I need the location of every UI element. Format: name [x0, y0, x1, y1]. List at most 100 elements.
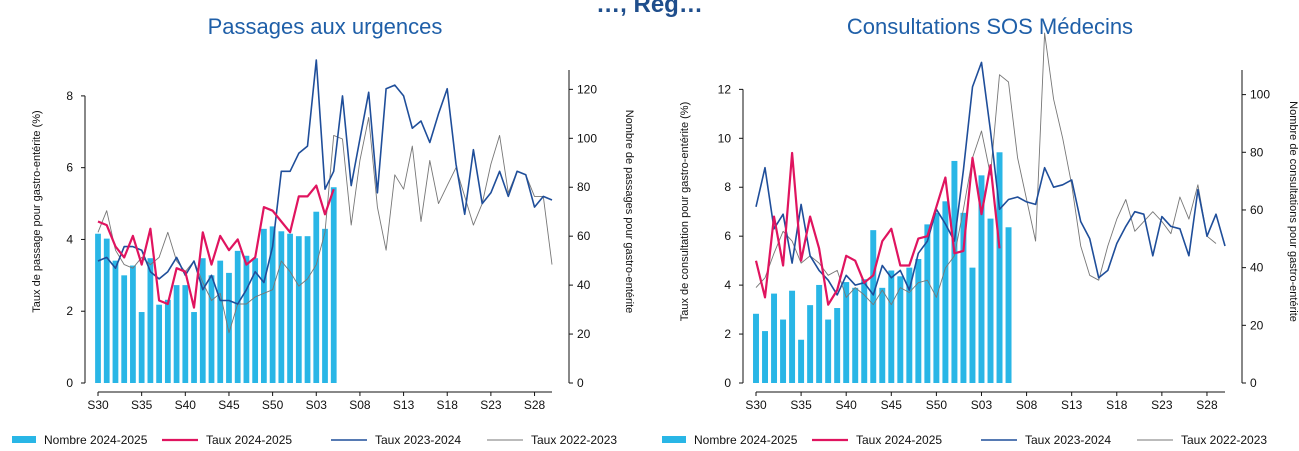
bar-nombre-2024-2025 [753, 313, 759, 383]
bar-nombre-2024-2025 [879, 287, 886, 383]
bar-nombre-2024-2025 [313, 211, 320, 383]
bar-nombre-2024-2025 [780, 319, 787, 383]
x-tick-label: S50 [262, 398, 284, 412]
bar-nombre-2024-2025 [843, 282, 850, 383]
x-tick-label: S28 [1196, 398, 1218, 412]
x-tick-label: S28 [524, 398, 546, 412]
bar-nombre-2024-2025 [208, 275, 215, 383]
y-tick-label-right: 60 [1250, 203, 1264, 217]
line-taux-2024-2025 [754, 151, 1001, 306]
line-taux-2023-2024 [755, 61, 1226, 296]
bar-nombre-2024-2025 [798, 339, 805, 383]
bar-nombre-2024-2025 [164, 299, 171, 383]
bar-nombre-2024-2025 [226, 272, 232, 383]
y-tick-label-right: 40 [1250, 261, 1264, 275]
chart-title-sos-medecins: Consultations SOS Médecins [846, 14, 1134, 39]
bar-nombre-2024-2025 [112, 260, 119, 383]
legend-label: Taux 2022-2023 [1181, 433, 1267, 447]
bar-nombre-2024-2025 [243, 255, 250, 383]
y-tick-label-right: 0 [577, 376, 584, 390]
y-tick-label-right: 20 [1250, 318, 1264, 332]
y-tick-label-left: 8 [66, 89, 73, 103]
bar-nombre-2024-2025 [996, 152, 1003, 383]
bar-nombre-2024-2025 [156, 304, 162, 383]
bar-nombre-2024-2025 [330, 187, 337, 383]
bar-nombre-2024-2025 [138, 312, 145, 383]
bar-nombre-2024-2025 [906, 267, 913, 383]
bar-nombre-2024-2025 [987, 218, 994, 383]
bar-nombre-2024-2025 [978, 175, 985, 383]
bar-nombre-2024-2025 [130, 265, 136, 383]
bar-nombre-2024-2025 [173, 285, 180, 383]
y-tick-label-right: 20 [577, 327, 591, 341]
chart-sos-medecins: 0 2 4 6 8 10 12 0 20 40 60 80 100 S30 S35 S40 S45 S50 S03 S… [662, 32, 1299, 447]
bar-nombre-2024-2025 [199, 258, 206, 383]
x-tick-label: S18 [1106, 398, 1128, 412]
x-tick-label: S23 [1151, 398, 1173, 412]
y-tick-label-right: 40 [577, 278, 591, 292]
x-tick-label: S35 [790, 398, 812, 412]
y-tick-label-right: 60 [577, 229, 591, 243]
bar-nombre-2024-2025 [261, 228, 267, 383]
x-tick-label: S45 [881, 398, 903, 412]
bar-nombre-2024-2025 [969, 267, 976, 383]
x-tick-label: S30 [745, 398, 767, 412]
bar-nombre-2024-2025 [217, 260, 224, 383]
bar-nombre-2024-2025 [147, 258, 154, 383]
x-tick-label: S03 [971, 398, 993, 412]
y-axis-title-right: Nombre de consultations pour gastro-enté… [1287, 101, 1299, 322]
bar-nombre-2024-2025 [269, 226, 276, 383]
bar-nombre-2024-2025 [915, 258, 922, 383]
legend-label: Taux 2023-2024 [1025, 433, 1111, 447]
x-tick-label: S13 [1061, 398, 1083, 412]
x-tick-label: S08 [1016, 398, 1038, 412]
bar-nombre-2024-2025 [852, 287, 859, 383]
x-tick-label: S40 [175, 398, 197, 412]
bar-nombre-2024-2025 [1005, 227, 1012, 383]
bar-nombre-2024-2025 [287, 233, 293, 383]
bar-nombre-2024-2025 [942, 201, 949, 383]
chart-title-urgences: Passages aux urgences [207, 14, 443, 39]
bar-nombre-2024-2025 [121, 275, 128, 383]
y-axis-title-left: Taux de passage pour gastro-entérite (%) [31, 110, 43, 312]
y-tick-label-right: 120 [577, 82, 597, 96]
legend-label: Taux 2023-2024 [375, 433, 461, 447]
line-taux-2024-2025 [97, 184, 335, 309]
bar-nombre-2024-2025 [960, 212, 967, 383]
bar-nombre-2024-2025 [234, 250, 241, 383]
x-tick-label: S50 [926, 398, 948, 412]
line-taux-2023-2024 [97, 59, 553, 305]
bar-nombre-2024-2025 [252, 258, 259, 383]
line-taux-2022-2023 [97, 116, 553, 334]
bar-nombre-2024-2025 [191, 312, 197, 383]
y-tick-label-left: 6 [724, 229, 731, 243]
y-axis-title-left: Taux de consultation pour gastro-entérit… [679, 102, 691, 322]
bar-nombre-2024-2025 [322, 228, 328, 383]
legend-label: Taux 2024-2025 [206, 433, 292, 447]
x-tick-label: S13 [393, 398, 415, 412]
x-tick-label: S30 [87, 398, 109, 412]
x-tick-label: S35 [131, 398, 153, 412]
y-tick-label-left: 8 [724, 180, 731, 194]
bar-nombre-2024-2025 [825, 319, 832, 383]
bar-nombre-2024-2025 [771, 293, 778, 383]
y-tick-label-left: 2 [66, 304, 73, 318]
bar-nombre-2024-2025 [278, 231, 285, 383]
x-tick-label: S03 [306, 398, 328, 412]
y-tick-label-right: 100 [577, 131, 597, 145]
legend-swatch-bar [662, 436, 686, 443]
y-tick-label-left: 4 [724, 278, 731, 292]
bar-nombre-2024-2025 [295, 236, 302, 383]
clipped-page-title: …, Rég… [596, 0, 703, 18]
y-tick-label-left: 0 [724, 376, 731, 390]
legend-label: Nombre 2024-2025 [694, 433, 798, 447]
line-taux-2022-2023 [755, 32, 1217, 306]
y-tick-label-left: 4 [66, 232, 73, 246]
bar-nombre-2024-2025 [789, 290, 796, 383]
y-tick-label-right: 80 [1250, 145, 1264, 159]
legend-swatch-bar [12, 436, 36, 443]
y-tick-label-left: 12 [718, 82, 732, 96]
bar-nombre-2024-2025 [861, 279, 868, 383]
